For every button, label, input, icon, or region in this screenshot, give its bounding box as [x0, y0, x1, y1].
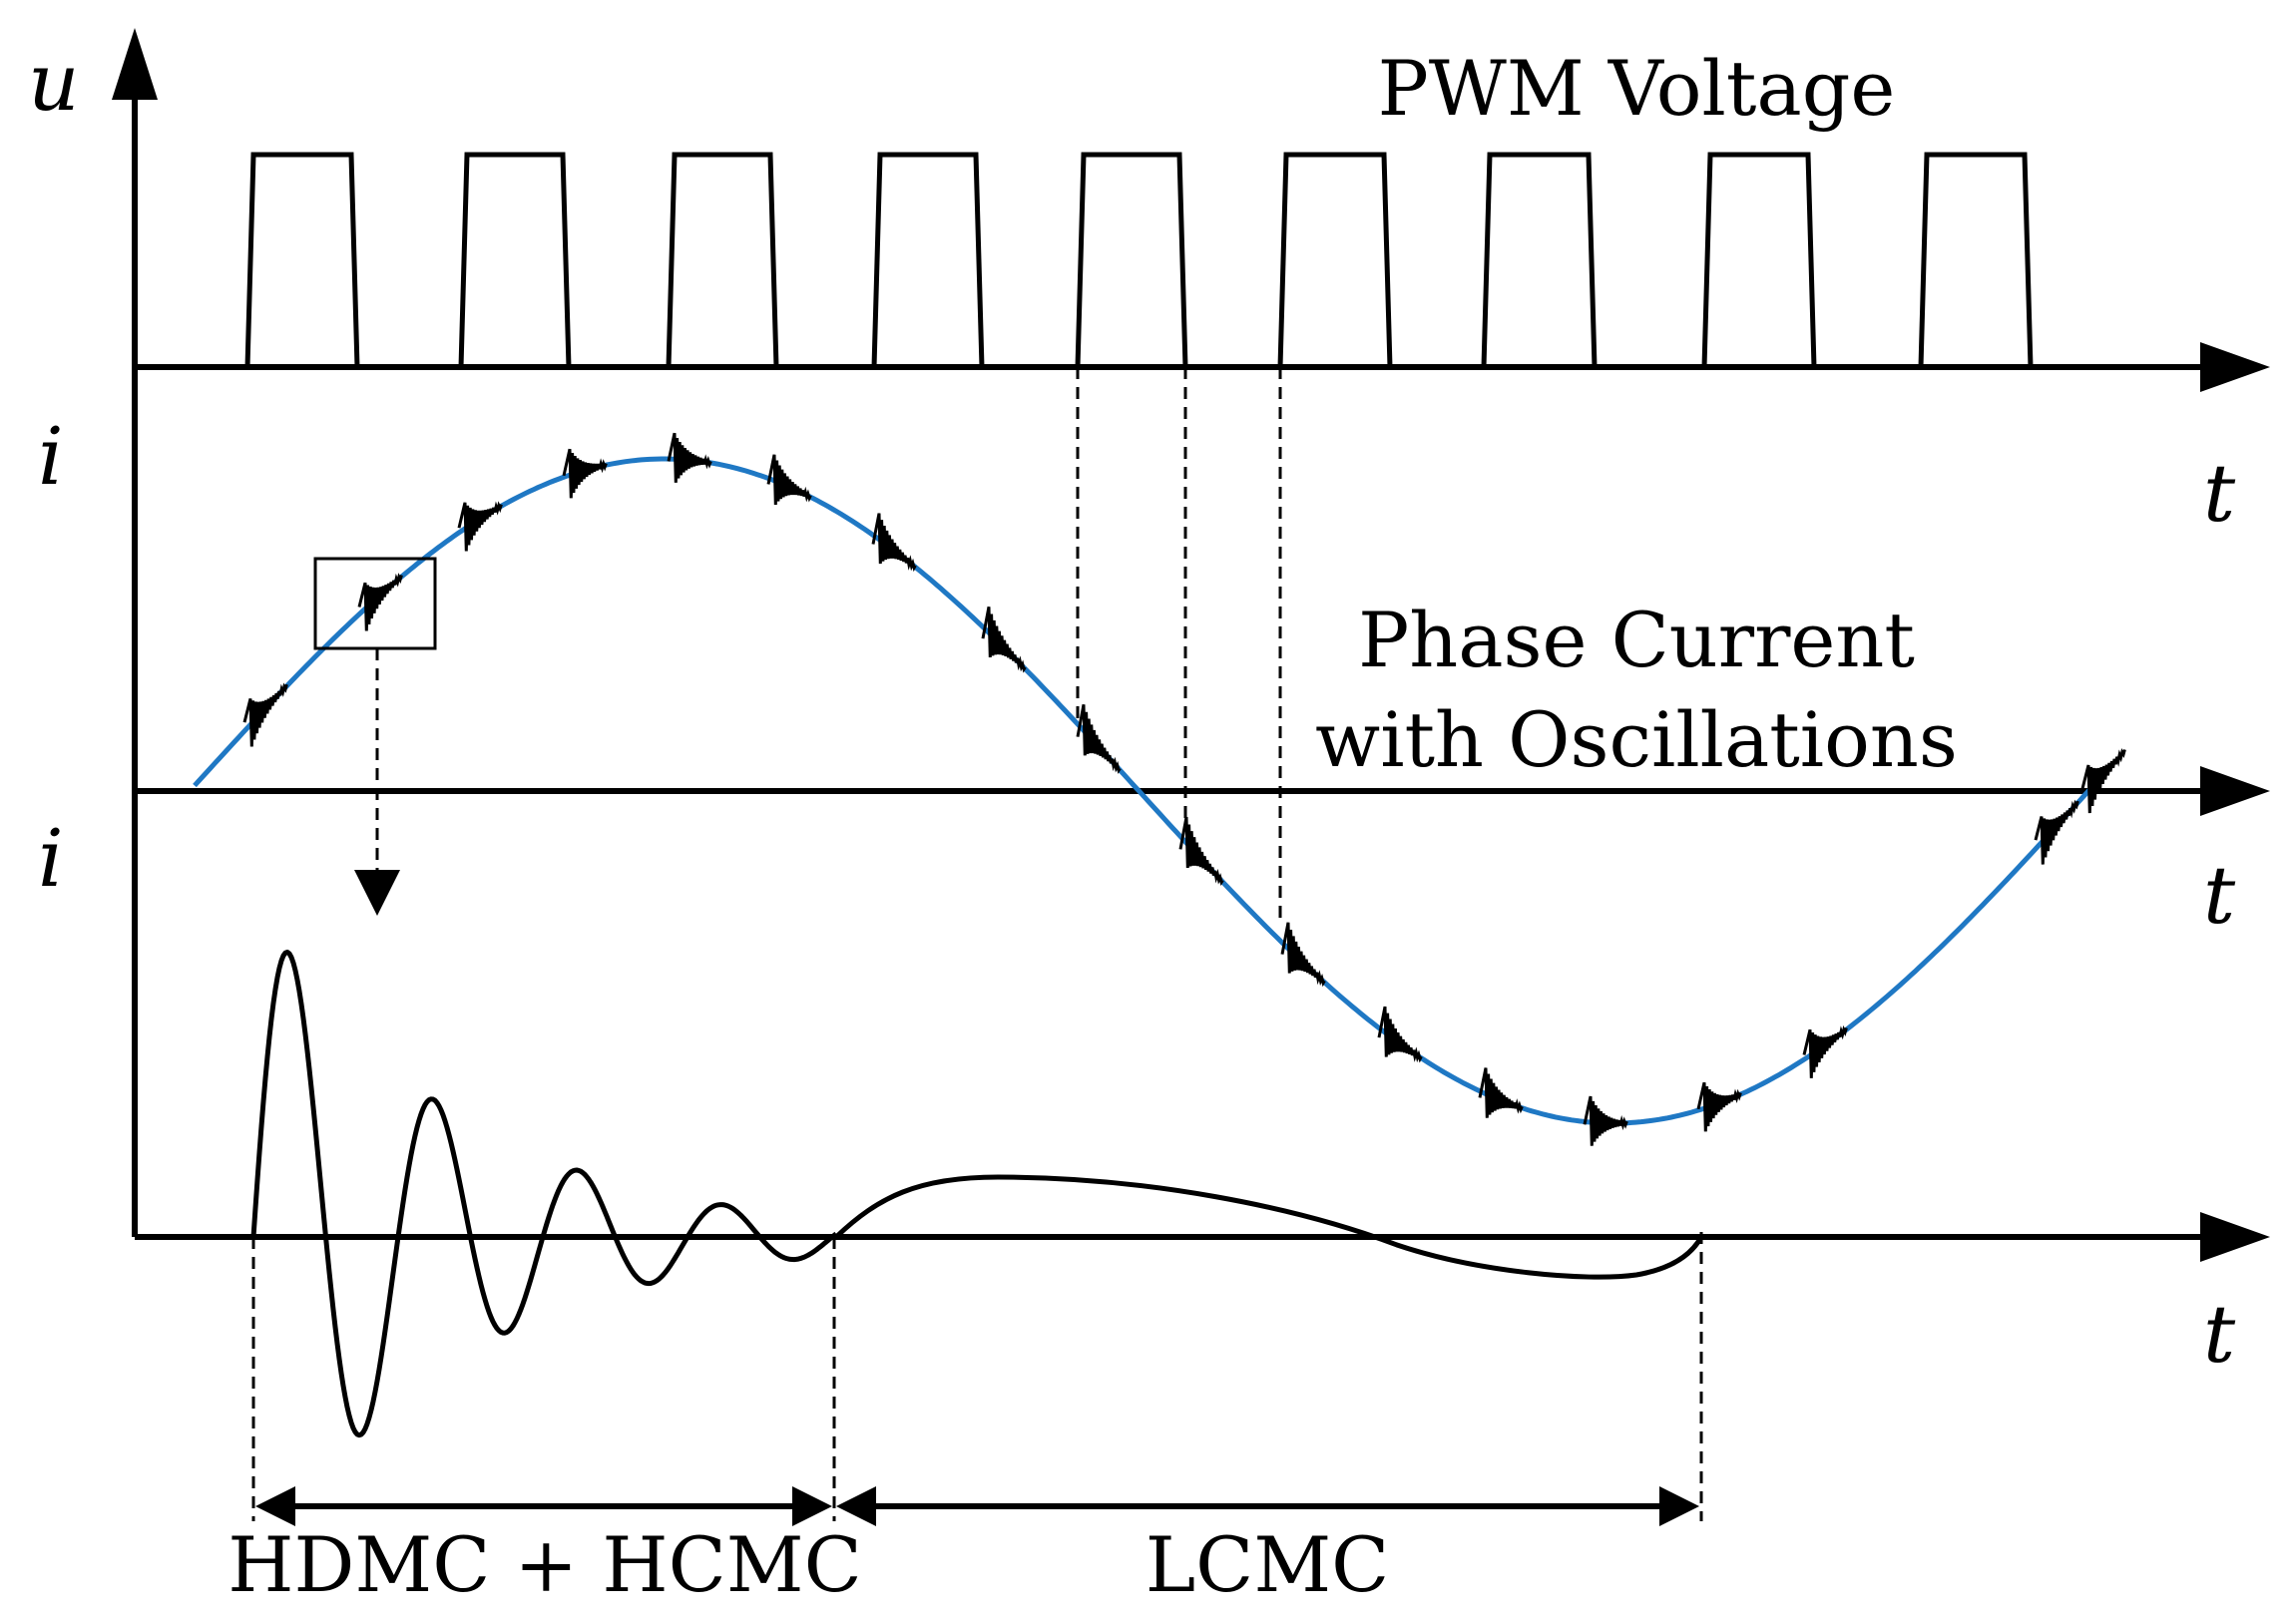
oscillation-burst: [562, 448, 608, 499]
t-axis-label-mid: t: [2203, 849, 2236, 942]
phase-current-curve: [193, 456, 2092, 1126]
double-headed-arrow-icon-lcmc: [836, 1486, 1699, 1526]
pwm-pulse: [1075, 152, 1188, 368]
t-axis-mid-arrowhead: [2200, 766, 2270, 816]
oscillation-burst: [2080, 748, 2126, 814]
pwm-pulse: [871, 152, 985, 368]
oscillation-burst: [1178, 816, 1224, 886]
oscillation-burst: [357, 573, 403, 631]
pwm-pulse: [244, 152, 360, 368]
oscillation-burst: [1583, 1095, 1628, 1146]
oscillation-burst: [667, 432, 712, 483]
phase-current-title: Phase Current: [1358, 596, 1915, 684]
oscillation-burst: [1696, 1081, 1742, 1132]
pwm-pulse: [1701, 152, 1817, 368]
oscillation-burst: [457, 501, 503, 552]
pwm-voltage-title: PWM Voltage: [1378, 44, 1896, 133]
lcmc-oscillation-curve: [834, 1174, 1704, 1280]
oscillation-burst: [981, 607, 1027, 673]
oscillation-burst: [766, 454, 812, 505]
u-axis-label: u: [28, 36, 80, 129]
pwm-pulse: [666, 152, 779, 368]
oscillation-bursts: [242, 432, 2126, 1146]
span-label-hdmc-hcmc: HDMC + HCMC: [228, 1520, 862, 1609]
zoom-box: [313, 557, 437, 650]
oscillation-burst: [871, 513, 917, 573]
oscillation-burst: [1802, 1024, 1848, 1078]
pwm-voltage-waveform: [244, 152, 2034, 368]
t-axis-label-bottom: t: [2203, 1288, 2236, 1381]
pwm-pulse: [1481, 152, 1598, 368]
oscillation-burst: [1076, 704, 1122, 774]
oscillation-burst: [1478, 1067, 1524, 1118]
pwm-pulse: [1277, 152, 1393, 368]
oscillation-burst: [1377, 1006, 1423, 1063]
i-axis-label-mid: i: [38, 410, 64, 503]
pwm-pulse: [458, 152, 572, 368]
oscillation-burst: [242, 682, 288, 747]
i-axis-label-bottom: i: [38, 812, 64, 905]
oscillation-burst: [2034, 799, 2079, 865]
u-axis-arrowhead: [112, 28, 158, 100]
hdmc-hcmc-oscillation-curve: [250, 950, 838, 1438]
down-arrow-icon: [354, 870, 400, 916]
span-label-lcmc: LCMC: [1146, 1520, 1390, 1609]
oscillation-burst: [1280, 922, 1326, 988]
t-axis-label-top: t: [2203, 447, 2236, 540]
pwm-pulse: [1918, 152, 2034, 368]
t-axis-bottom-arrowhead: [2200, 1212, 2270, 1262]
phase-current-title-line2: with Oscillations: [1315, 695, 1958, 784]
t-axis-top-arrowhead: [2200, 342, 2270, 392]
double-headed-arrow-icon: [255, 1486, 832, 1526]
